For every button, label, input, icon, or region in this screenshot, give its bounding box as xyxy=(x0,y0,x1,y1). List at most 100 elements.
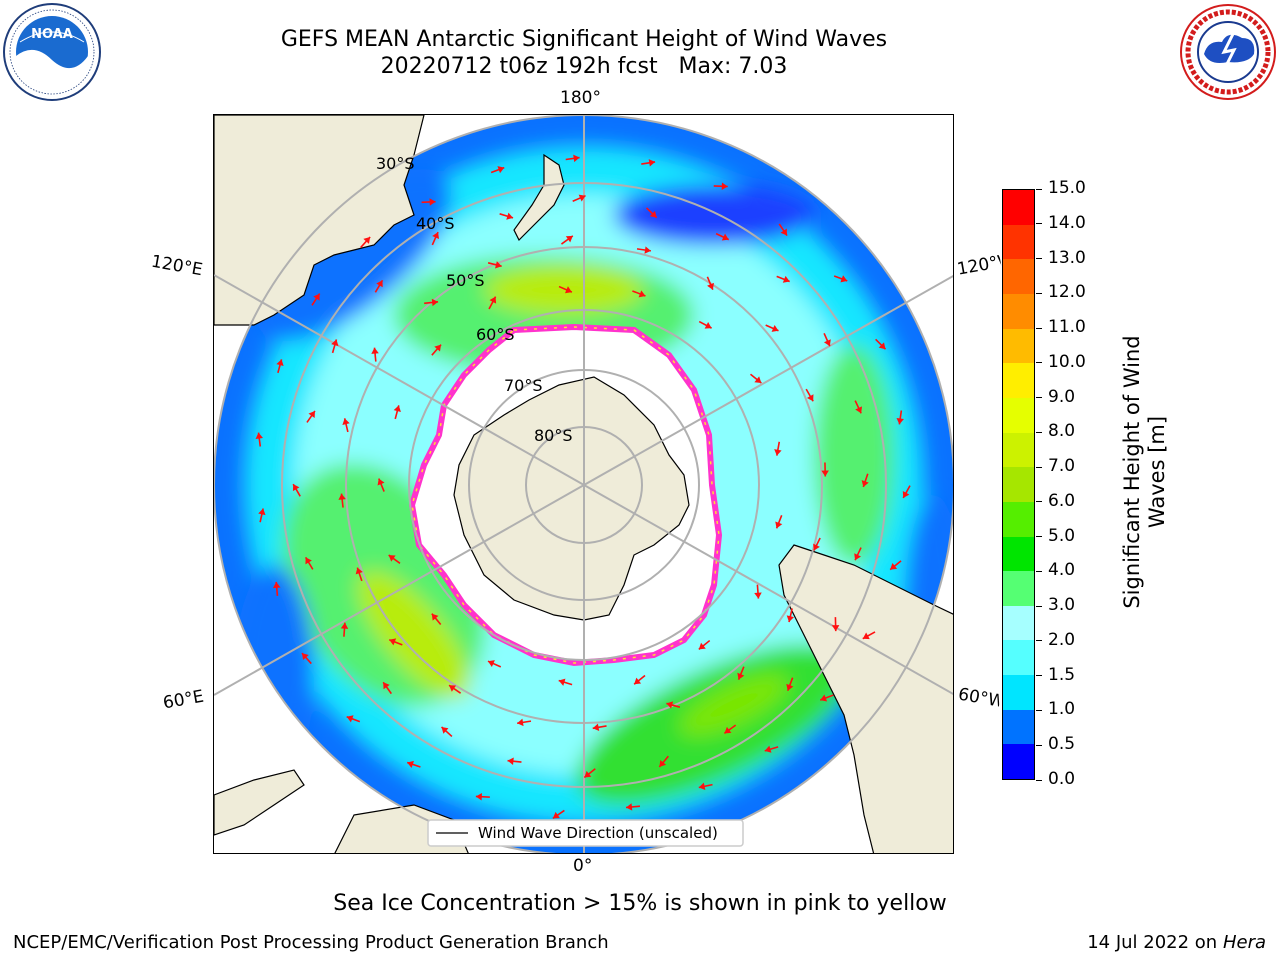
lat-label-70s: 70°S xyxy=(504,376,543,395)
national-weather-service-logo xyxy=(1180,4,1276,100)
wave-direction-arrowhead xyxy=(377,478,385,486)
footer-credit: NCEP/EMC/Verification Post Processing Pr… xyxy=(13,932,609,953)
wave-direction-arrowhead xyxy=(831,625,840,632)
wave-direction-arrowhead xyxy=(592,723,600,732)
wave-direction-arrowhead xyxy=(626,803,633,811)
colorbar-segment xyxy=(1003,259,1034,295)
colorbar-tick-label: 0.0 xyxy=(1048,769,1076,789)
wave-direction-arrowhead xyxy=(774,449,782,456)
wave-direction-arrowhead xyxy=(855,406,863,414)
colorbar-tick-label: 13.0 xyxy=(1048,247,1086,268)
wave-direction-arrowhead xyxy=(754,376,762,384)
wave-direction-arrowhead xyxy=(432,232,440,240)
wave-direction-arrowhead xyxy=(573,154,580,163)
colorbar-tick-label: 11.0 xyxy=(1048,317,1086,338)
wave-direction-arrowhead xyxy=(644,246,651,254)
legend-label: Wind Wave Direction (unscaled) xyxy=(478,824,718,842)
wave-direction-arrowhead xyxy=(659,759,667,767)
lon-label-120e: 120°E xyxy=(149,251,205,281)
wave-direction-arrowhead xyxy=(475,792,482,801)
footer-date-text: 14 Jul 2022 on xyxy=(1087,932,1223,953)
colorbar-tick-label: 1.5 xyxy=(1048,664,1076,685)
colorbar-tick-mark xyxy=(1036,640,1042,642)
wave-direction-arrowhead xyxy=(558,678,566,686)
wave-direction-arrowhead xyxy=(775,521,783,529)
wave-direction-arrowhead xyxy=(786,683,794,691)
noaa-logo-text: NOAA xyxy=(31,27,73,42)
colorbar-segment xyxy=(1003,328,1034,364)
chart-subtitle: 20220712 t06z 192h fcst Max: 7.03 xyxy=(380,54,788,79)
australia-landmass xyxy=(214,115,425,326)
antarctica-landmass xyxy=(453,376,690,621)
wave-direction-arrowhead xyxy=(771,324,779,332)
wave-direction-arrowhead xyxy=(721,233,729,241)
colorbar-segment xyxy=(1003,190,1034,225)
colorbar-tick-label: 7.0 xyxy=(1048,456,1076,477)
wave-direction-arrowhead xyxy=(698,782,706,790)
colorbar-tick-label: 8.0 xyxy=(1048,421,1076,442)
wave-direction-arrowhead xyxy=(308,410,315,418)
wave-direction-arrowhead xyxy=(806,394,814,402)
wave-direction-arrowhead xyxy=(407,760,414,768)
wave-direction-arrowhead xyxy=(782,275,790,283)
wave-direction-arrowhead xyxy=(449,685,457,692)
wave-direction-arrowhead xyxy=(902,490,910,498)
lon-label-180: 180° xyxy=(560,88,601,108)
map-panel: 30°S 40°S 50°S 60°S 70°S 80°S Wind Wave … xyxy=(213,114,954,854)
wave-direction-arrowhead xyxy=(517,718,524,727)
wave-direction-arrowhead xyxy=(331,339,339,347)
wave-direction-arrowhead xyxy=(363,236,371,244)
lat-label-50s: 50°S xyxy=(446,271,485,290)
wave-direction-arrowhead xyxy=(840,275,848,283)
wave-direction-arrowhead xyxy=(342,418,350,425)
wave-direction-arrowhead xyxy=(340,622,349,629)
colorbar-tick-mark xyxy=(1036,258,1042,260)
wave-direction-arrowhead xyxy=(489,296,497,304)
colorbar xyxy=(1002,189,1035,780)
wave-direction-arrowhead xyxy=(813,543,820,551)
colorbar-tick-mark xyxy=(1036,362,1042,364)
colorbar-segment xyxy=(1003,397,1034,433)
wave-direction-arrowhead xyxy=(258,508,266,516)
wave-direction-arrowhead xyxy=(497,166,505,174)
colorbar-tick-mark xyxy=(1036,779,1042,781)
wave-direction-arrowhead xyxy=(506,212,514,220)
colorbar-tick-label: 12.0 xyxy=(1048,282,1086,303)
colorbar-label: Significant Height of Wind Waves [m] xyxy=(1120,335,1169,609)
wave-direction-arrowhead xyxy=(878,342,886,350)
wave-direction-arrowhead xyxy=(698,642,706,650)
lat-label-60s: 60°S xyxy=(476,325,515,344)
wave-direction-arrowhead xyxy=(393,405,401,413)
footer-machine: Hera xyxy=(1222,932,1266,953)
colorbar-segment xyxy=(1003,571,1034,606)
wave-direction-arrowhead xyxy=(584,770,592,778)
colorbar-tick-mark xyxy=(1036,675,1042,677)
wave-direction-arrowhead xyxy=(648,159,656,167)
colorbar-segment xyxy=(1003,432,1034,468)
colorbar-tick-label: 14.0 xyxy=(1048,212,1086,233)
colorbar-tick-label: 10.0 xyxy=(1048,351,1086,372)
colorbar-tick-mark xyxy=(1036,223,1042,225)
southern-africa-landmass xyxy=(214,769,305,836)
wave-direction-arrowhead xyxy=(495,261,502,269)
colorbar-tick-mark xyxy=(1036,744,1042,746)
wave-direction-arrowhead xyxy=(371,347,379,354)
wave-direction-arrowhead xyxy=(272,581,281,589)
colorbar-tick-mark xyxy=(1036,397,1042,399)
colorbar-tick-mark xyxy=(1036,188,1042,190)
wave-direction-arrowhead xyxy=(786,615,795,623)
chart-title: GEFS MEAN Antarctic Significant Height o… xyxy=(280,27,888,52)
wave-direction-arrowhead xyxy=(507,757,514,765)
wave-direction-arrowhead xyxy=(389,638,397,646)
colorbar-tick-mark xyxy=(1036,536,1042,538)
lon-label-0: 0° xyxy=(573,856,593,876)
wave-direction-arrowhead xyxy=(890,563,898,570)
wave-direction-arrowhead xyxy=(564,286,572,294)
lon-label-120w: 120°W xyxy=(955,252,1003,280)
colorbar-tick-mark xyxy=(1036,501,1042,503)
wave-direction-arrowhead xyxy=(431,298,439,307)
wave-direction-arrowhead xyxy=(724,726,732,734)
colorbar-tick-label: 6.0 xyxy=(1048,490,1076,511)
south-america-landmass xyxy=(778,544,953,853)
wave-direction-arrowhead xyxy=(565,235,573,243)
